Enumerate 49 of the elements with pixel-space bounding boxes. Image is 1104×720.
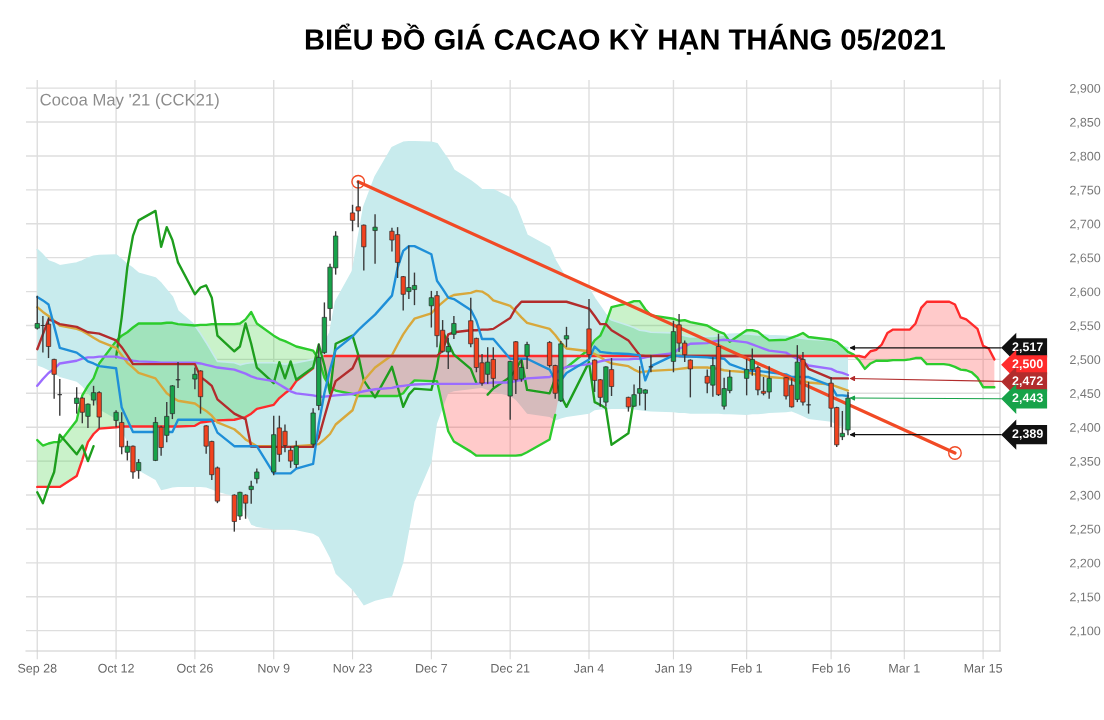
x-tick-label: Oct 12 [98,663,134,673]
x-tick-label: Jan 19 [654,663,692,673]
candlestick [361,223,367,272]
y-tick-label: 2,350 [1070,456,1101,468]
annotation: 2,389 [1012,429,1043,440]
annotation: 2,443 [1012,393,1043,405]
chart-title: BIỂU ĐỒ GIÁ CACAO KỲ HẠN THÁNG 05/2021 [305,23,945,55]
y-tick-label: 2,200 [1070,558,1101,569]
candlestick [524,341,530,370]
y-tick-label: 2,450 [1070,389,1101,400]
candlestick [45,316,52,359]
x-tick-label: Nov 9 [258,663,290,673]
y-tick-label: 2,750 [1070,185,1101,196]
y-tick-label: 2,850 [1070,117,1101,129]
candlestick [563,326,570,348]
y-tick-label: 2,600 [1070,287,1101,298]
x-tick-label: Mar 1 [889,663,920,673]
candlestick [648,354,654,373]
x-tick-label: Oct 26 [177,663,213,673]
x-tick-label: Feb 16 [812,663,851,673]
x-tick-label: Dec 21 [491,663,530,673]
y-tick-label: 2,250 [1070,524,1101,536]
y-tick-label: 2,700 [1070,219,1101,230]
x-tick-label: Nov 23 [333,663,372,673]
candlestick [350,204,356,232]
y-tick-label: 2,900 [1070,83,1101,95]
annotation: 2,517 [1012,342,1043,354]
x-tick-label: Feb 1 [731,663,763,673]
annotation: 2,472 [1012,376,1043,388]
x-tick-label: Mar 15 [964,663,1003,673]
candlestick [687,358,693,399]
text: Cocoa May '21 (CCK21) [40,93,219,109]
annotation: 2,500 [1012,359,1043,371]
y-tick-label: 2,300 [1070,490,1101,502]
y-tick-label: 2,400 [1070,423,1101,434]
y-tick-label: 2,500 [1070,355,1101,366]
y-tick-label: 2,550 [1070,321,1101,332]
candlestick [248,480,254,505]
y-tick-label: 2,100 [1070,626,1101,637]
y-tick-label: 2,150 [1070,592,1101,603]
line-series [36,338,850,398]
candlestick [372,213,378,265]
y-tick-label: 2,650 [1070,253,1101,264]
candlestick [51,358,57,400]
x-tick-label: Sep 28 [18,663,57,676]
candlestick [451,315,457,340]
x-tick-label: Dec 7 [416,663,448,673]
x-tick-label: Jan 4 [573,663,604,673]
y-tick-label: 2,800 [1070,151,1101,163]
